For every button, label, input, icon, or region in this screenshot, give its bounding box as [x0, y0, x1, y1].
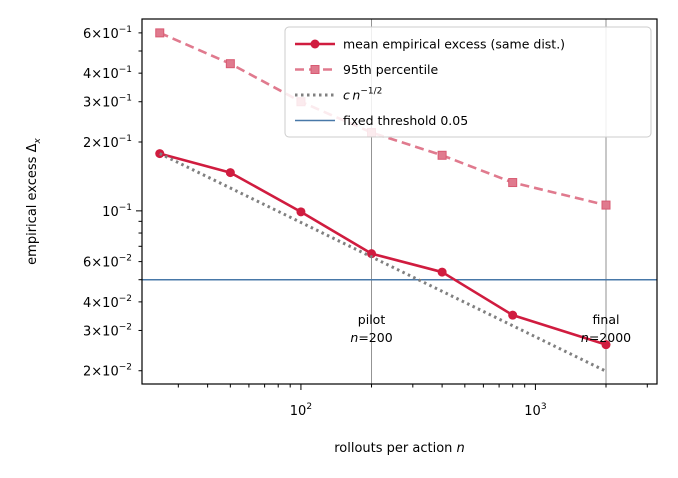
tick-base: 10 [102, 324, 119, 339]
tick-exponent: −2 [119, 363, 132, 373]
tick-mantissa: 4× [83, 296, 102, 311]
legend-entry-2: c n−1/2 [343, 87, 382, 103]
x-label-symbol: n [457, 441, 465, 456]
tick-exponent: −1 [119, 134, 132, 144]
x-axis-label: rollouts per action n [334, 441, 465, 456]
n-value: =2000 [589, 330, 631, 345]
y-tick-label-0: 2×10−2 [83, 363, 132, 380]
n-symbol: n [350, 330, 358, 345]
tick-base: 10 [102, 365, 119, 380]
tick-base: 10 [102, 256, 119, 271]
series-0-point-4 [437, 267, 447, 277]
tick-base: 10 [290, 404, 307, 419]
legend-c: c [343, 88, 350, 103]
y-tick-label-6: 3×10−1 [83, 94, 132, 111]
x-tick-label-1: 103 [524, 402, 546, 419]
series-1-point-5 [508, 178, 518, 188]
tick-exponent: −1 [119, 94, 132, 104]
plot-frame [141, 18, 658, 385]
tick-mantissa: 6× [83, 256, 102, 271]
y-label-text: empirical excess [25, 152, 40, 264]
y-label-subscript: x [33, 138, 43, 145]
series-0-point-2 [296, 207, 306, 217]
series-1-point-6 [601, 200, 611, 210]
series-0-point-0 [155, 149, 165, 159]
tick-mantissa: 6× [83, 27, 102, 42]
tick-mantissa: 2× [83, 365, 102, 380]
y-tick-label-5: 2×10−1 [83, 134, 132, 151]
legend-exponent: −1/2 [360, 87, 382, 97]
tick-base: 10 [102, 96, 119, 111]
legend-marker-0 [310, 39, 320, 49]
y-tick-label-7: 4×10−1 [83, 65, 132, 82]
y-tick-label-1: 3×10−2 [83, 322, 132, 339]
tick-exponent: 2 [306, 402, 312, 412]
y-tick-label-4: 10−1 [102, 203, 132, 220]
y-tick-label-8: 6×10−1 [83, 25, 132, 42]
series-0-point-1 [225, 168, 235, 178]
x-tick-label-0: 102 [290, 402, 312, 419]
series-0-point-3 [367, 249, 377, 259]
y-label-symbol: Δ [25, 143, 40, 152]
tick-exponent: −1 [119, 25, 132, 35]
vline-label-1-line2: n=2000 [581, 330, 631, 345]
tick-mantissa: 3× [83, 96, 102, 111]
tick-exponent: −2 [119, 322, 132, 332]
tick-base: 10 [102, 27, 119, 42]
x-label-text: rollouts per action [334, 441, 456, 456]
tick-exponent: −2 [119, 254, 132, 264]
tick-base: 10 [102, 205, 119, 220]
tick-mantissa: 3× [83, 324, 102, 339]
y-axis-label: empirical excess Δx [25, 138, 43, 265]
y-tick-label-2: 4×10−2 [83, 294, 132, 311]
tick-base: 10 [524, 404, 541, 419]
legend-n: n [352, 88, 360, 103]
tick-mantissa: 4× [83, 67, 102, 82]
n-symbol: n [581, 330, 589, 345]
y-tick-label-3: 6×10−2 [83, 254, 132, 271]
legend-marker-1 [310, 65, 320, 74]
series-0-point-5 [508, 310, 518, 320]
series-1-point-1 [225, 59, 235, 69]
series-1-point-0 [155, 28, 165, 38]
legend-box [284, 26, 652, 138]
vline-label-0-line2: n=200 [350, 330, 392, 345]
legend-entry-1: 95th percentile [343, 62, 439, 77]
series-line-2 [159, 152, 607, 373]
series-0-point-6 [601, 340, 611, 350]
legend-entry-3: fixed threshold 0.05 [343, 113, 468, 128]
tick-exponent: 3 [541, 402, 547, 412]
n-value: =200 [358, 330, 392, 345]
vline-label-0-line1: pilot [358, 312, 386, 327]
tick-base: 10 [102, 67, 119, 82]
vline-label-1-line1: final [593, 312, 620, 327]
tick-base: 10 [102, 296, 119, 311]
tick-mantissa: 2× [83, 136, 102, 151]
series-1-point-4 [437, 150, 447, 160]
tick-exponent: −1 [119, 65, 132, 75]
tick-base: 10 [102, 136, 119, 151]
legend-entry-0: mean empirical excess (same dist.) [343, 37, 565, 52]
tick-exponent: −2 [119, 294, 132, 304]
tick-exponent: −1 [119, 203, 132, 213]
